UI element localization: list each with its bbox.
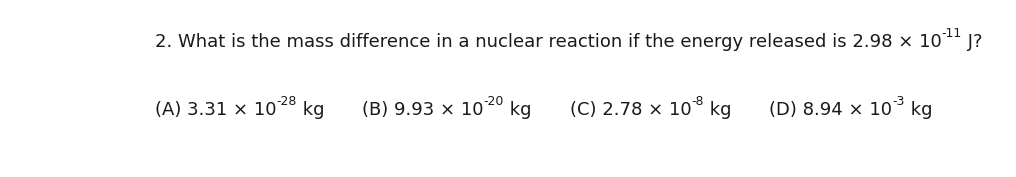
Text: -8: -8 [691, 95, 704, 108]
Text: -28: -28 [276, 95, 297, 108]
Text: -3: -3 [892, 95, 905, 108]
Text: kg: kg [905, 101, 933, 119]
Text: (B) 9.93 × 10: (B) 9.93 × 10 [363, 101, 484, 119]
Text: (A) 3.31 × 10: (A) 3.31 × 10 [155, 101, 276, 119]
Text: kg: kg [297, 101, 324, 119]
Text: 2. What is the mass difference in a nuclear reaction if the energy released is 2: 2. What is the mass difference in a nucl… [155, 33, 942, 51]
Text: J?: J? [962, 33, 982, 51]
Text: (D) 8.94 × 10: (D) 8.94 × 10 [769, 101, 892, 119]
Text: -20: -20 [484, 95, 504, 108]
Text: -11: -11 [942, 27, 962, 40]
Text: kg: kg [704, 101, 732, 119]
Text: (C) 2.78 × 10: (C) 2.78 × 10 [570, 101, 691, 119]
Text: kg: kg [504, 101, 531, 119]
